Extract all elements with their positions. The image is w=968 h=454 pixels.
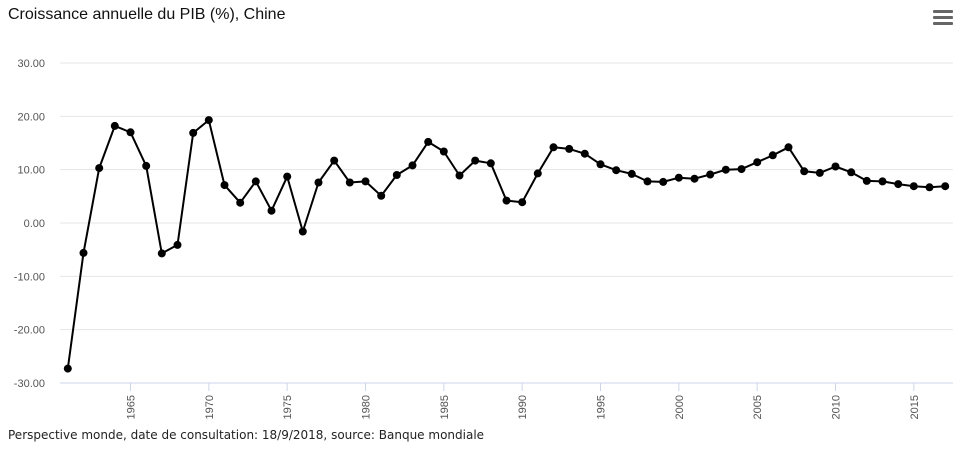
x-tick-label: 1965 <box>126 395 138 419</box>
data-point[interactable] <box>565 144 574 153</box>
y-tick-label: 10.00 <box>17 165 45 177</box>
data-point[interactable] <box>455 171 464 180</box>
data-point[interactable] <box>189 128 198 137</box>
x-axis-labels: 1965 1970 1975 1980 1985 1990 1995 2000 2005 2010… <box>126 395 921 419</box>
data-point[interactable] <box>345 178 354 187</box>
data-point[interactable] <box>392 171 401 179</box>
hamburger-menu-icon[interactable] <box>933 10 953 28</box>
data-point[interactable] <box>63 364 72 373</box>
data-point[interactable] <box>753 158 762 167</box>
data-point[interactable] <box>894 180 903 189</box>
data-point[interactable] <box>95 164 104 173</box>
data-point[interactable] <box>330 156 339 165</box>
x-tick-label: 1985 <box>439 395 451 419</box>
y-axis-labels: -30.00 -20.00 -10.00 0.00 10.00 20.00 30.00 <box>14 58 45 390</box>
data-point[interactable] <box>236 198 245 207</box>
data-point[interactable] <box>721 165 730 174</box>
data-point[interactable] <box>596 160 605 169</box>
menu-bar <box>933 22 953 25</box>
gridlines <box>60 62 953 331</box>
data-point[interactable] <box>674 173 683 182</box>
data-point[interactable] <box>800 167 809 176</box>
data-point[interactable] <box>283 172 292 181</box>
data-point[interactable] <box>627 169 636 178</box>
x-tick-label: 1975 <box>282 395 294 419</box>
x-tick-label: 2015 <box>909 395 921 419</box>
data-point[interactable] <box>142 161 151 170</box>
x-tick-label: 1995 <box>596 395 608 419</box>
data-point[interactable] <box>815 168 824 177</box>
data-point[interactable] <box>173 240 182 249</box>
data-point[interactable] <box>549 143 558 152</box>
x-tick-label: 1980 <box>361 395 373 419</box>
data-point[interactable] <box>471 156 480 165</box>
data-point[interactable] <box>706 170 715 179</box>
data-point[interactable] <box>518 198 527 207</box>
data-point[interactable] <box>157 249 166 258</box>
data-point[interactable] <box>533 169 542 178</box>
data-point[interactable] <box>314 178 323 187</box>
data-point[interactable] <box>267 206 276 215</box>
data-point[interactable] <box>909 182 918 191</box>
y-tick-label: -30.00 <box>14 378 45 390</box>
x-tick-label: 1990 <box>517 395 529 419</box>
data-point[interactable] <box>377 191 386 200</box>
data-point[interactable] <box>204 116 213 125</box>
x-axis <box>60 382 953 391</box>
data-point[interactable] <box>580 149 589 158</box>
data-point[interactable] <box>220 181 229 190</box>
data-point[interactable] <box>941 182 950 191</box>
data-point[interactable] <box>737 165 746 174</box>
data-point[interactable] <box>925 183 934 192</box>
menu-bar <box>933 16 953 19</box>
data-point[interactable] <box>784 143 793 152</box>
data-point[interactable] <box>408 161 417 170</box>
data-point[interactable] <box>424 137 433 146</box>
series-line <box>66 119 946 369</box>
data-point[interactable] <box>690 174 699 183</box>
data-point[interactable] <box>862 176 871 185</box>
data-point[interactable] <box>847 168 856 177</box>
data-point[interactable] <box>110 121 119 130</box>
data-point[interactable] <box>643 177 652 186</box>
data-point[interactable] <box>298 227 307 236</box>
x-tick-label: 2000 <box>674 395 686 419</box>
menu-bar <box>933 10 953 13</box>
x-tick-label: 2010 <box>831 395 843 419</box>
data-point[interactable] <box>502 196 511 205</box>
data-point[interactable] <box>251 177 260 186</box>
y-tick-label: -20.00 <box>14 325 45 337</box>
data-point[interactable] <box>439 147 448 156</box>
y-tick-label: 30.00 <box>17 58 45 70</box>
chart-credits: Perspective monde, date de consultation:… <box>8 428 485 442</box>
y-tick-label: -10.00 <box>14 271 45 283</box>
data-point[interactable] <box>486 159 495 168</box>
data-point[interactable] <box>878 177 887 186</box>
y-tick-label: 0.00 <box>24 218 45 230</box>
data-point[interactable] <box>768 151 777 160</box>
series-gdp-growth <box>63 116 950 373</box>
x-tick-label: 1970 <box>204 395 216 419</box>
data-point[interactable] <box>126 128 135 137</box>
y-tick-label: 20.00 <box>17 111 45 123</box>
x-tick-label: 2005 <box>752 395 764 419</box>
data-point[interactable] <box>831 162 840 171</box>
data-point[interactable] <box>79 248 88 257</box>
data-point[interactable] <box>612 166 621 175</box>
data-point[interactable] <box>361 177 370 186</box>
chart-title: Croissance annuelle du PIB (%), Chine <box>8 6 286 23</box>
data-point[interactable] <box>659 177 668 186</box>
